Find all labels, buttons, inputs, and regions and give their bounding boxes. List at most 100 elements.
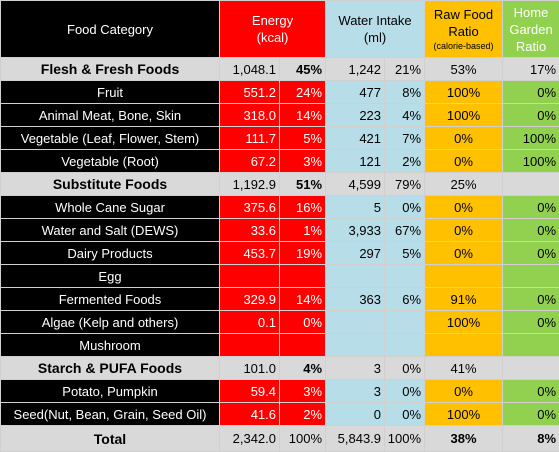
category-cell: Animal Meat, Bone, Skin xyxy=(0,103,220,127)
energy-percent: 14% xyxy=(278,287,327,311)
energy-value: 101.0 xyxy=(219,356,280,380)
category-cell: Mushroom xyxy=(0,333,220,357)
water-percent: 0% xyxy=(384,379,426,403)
water-percent: 6% xyxy=(384,287,426,311)
raw-food-ratio: 91% xyxy=(424,287,504,311)
table-row: Fruit 551.2 24% 477 8% 100% 0% xyxy=(0,80,559,104)
energy-value: 33.6 xyxy=(219,218,280,242)
total-raw-food-ratio: 38% xyxy=(424,425,504,452)
table-row: Vegetable (Root) 67.2 3% 121 2% 0% 100% xyxy=(0,149,559,173)
header-energy: Energy (kcal) xyxy=(218,0,327,58)
category-cell: Dairy Products xyxy=(0,241,220,265)
total-label: Total xyxy=(0,425,220,452)
energy-value: 375.6 xyxy=(219,195,280,219)
water-value: 223 xyxy=(325,103,386,127)
water-percent xyxy=(384,310,426,334)
total-energy: 2,342.0 xyxy=(219,425,280,452)
home-garden-ratio: 0% xyxy=(502,379,559,403)
home-garden-ratio: 100% xyxy=(502,126,559,150)
category-cell: Fermented Foods xyxy=(0,287,220,311)
total-water-percent: 100% xyxy=(384,425,426,452)
home-garden-ratio: 0% xyxy=(502,402,559,426)
energy-percent: 14% xyxy=(278,103,327,127)
energy-value: 329.9 xyxy=(219,287,280,311)
energy-value: 1,192.9 xyxy=(219,172,280,196)
raw-food-ratio: 0% xyxy=(424,149,504,173)
water-value: 297 xyxy=(325,241,386,265)
energy-value xyxy=(219,264,280,288)
header-home-line3: Ratio xyxy=(515,38,547,54)
energy-percent: 2% xyxy=(278,402,327,426)
raw-food-ratio: 0% xyxy=(424,379,504,403)
water-value: 121 xyxy=(325,149,386,173)
header-home-line1: Home xyxy=(513,4,549,20)
category-cell: Flesh & Fresh Foods xyxy=(0,57,220,81)
energy-percent: 16% xyxy=(278,195,327,219)
raw-food-ratio: 53% xyxy=(424,57,504,81)
header-food-category: Food Category xyxy=(0,0,220,58)
category-cell: Egg xyxy=(0,264,220,288)
home-garden-ratio: 0% xyxy=(502,218,559,242)
water-percent: 0% xyxy=(384,356,426,380)
home-garden-ratio: 17% xyxy=(502,57,559,81)
energy-value: 59.4 xyxy=(219,379,280,403)
water-percent: 5% xyxy=(384,241,426,265)
energy-percent: 3% xyxy=(278,149,327,173)
header-row: Food Category Energy (kcal) Water Intake… xyxy=(0,0,559,58)
energy-value: 551.2 xyxy=(219,80,280,104)
water-percent: 0% xyxy=(384,195,426,219)
water-percent: 21% xyxy=(384,57,426,81)
header-raw-line2: Ratio xyxy=(448,24,479,39)
group-row: Starch & PUFA Foods 101.0 4% 3 0% 41% xyxy=(0,356,559,380)
water-percent: 7% xyxy=(384,126,426,150)
category-cell: Algae (Kelp and others) xyxy=(0,310,220,334)
water-percent: 67% xyxy=(384,218,426,242)
water-value: 3 xyxy=(325,379,386,403)
header-category-label: Food Category xyxy=(67,21,153,37)
water-percent: 4% xyxy=(384,103,426,127)
energy-percent: 19% xyxy=(278,241,327,265)
energy-percent: 24% xyxy=(278,80,327,104)
table-row: Whole Cane Sugar 375.6 16% 5 0% 0% 0% xyxy=(0,195,559,219)
water-value xyxy=(325,264,386,288)
header-home-line2: Garden xyxy=(509,21,553,37)
home-garden-ratio xyxy=(502,333,559,357)
home-garden-ratio: 0% xyxy=(502,241,559,265)
water-percent xyxy=(384,333,426,357)
header-water-line2: (ml) xyxy=(363,30,387,45)
home-garden-ratio xyxy=(502,356,559,380)
water-value xyxy=(325,310,386,334)
table-row: Seed(Nut, Bean, Grain, Seed Oil) 41.6 2% 0 0… xyxy=(0,402,559,426)
raw-food-ratio xyxy=(424,264,504,288)
category-cell: Vegetable (Leaf, Flower, Stem) xyxy=(0,126,220,150)
category-cell: Water and Salt (DEWS) xyxy=(0,218,220,242)
home-garden-ratio: 0% xyxy=(502,310,559,334)
water-percent: 2% xyxy=(384,149,426,173)
raw-food-ratio: 0% xyxy=(424,195,504,219)
energy-percent xyxy=(278,264,327,288)
table-row: Fermented Foods 329.9 14% 363 6% 91% 0% xyxy=(0,287,559,311)
energy-value: 41.6 xyxy=(219,402,280,426)
home-garden-ratio: 0% xyxy=(502,103,559,127)
energy-value: 111.7 xyxy=(219,126,280,150)
header-energy-line2: (kcal) xyxy=(256,30,289,45)
energy-percent: 51% xyxy=(278,172,327,196)
total-water: 5,843.9 xyxy=(325,425,386,452)
raw-food-ratio: 100% xyxy=(424,103,504,127)
raw-food-ratio xyxy=(424,333,504,357)
category-cell: Starch & PUFA Foods xyxy=(0,356,220,380)
table-row: Mushroom xyxy=(0,333,559,357)
table-row: Water and Salt (DEWS) 33.6 1% 3,933 67% 0% 0% xyxy=(0,218,559,242)
home-garden-ratio: 0% xyxy=(502,80,559,104)
home-garden-ratio: 0% xyxy=(502,287,559,311)
home-garden-ratio: 0% xyxy=(502,195,559,219)
water-value: 3 xyxy=(325,356,386,380)
water-value: 421 xyxy=(325,126,386,150)
water-value xyxy=(325,333,386,357)
energy-percent: 45% xyxy=(278,57,327,81)
energy-percent: 5% xyxy=(278,126,327,150)
header-raw-line3: (calorie-based) xyxy=(433,41,494,51)
home-garden-ratio: 100% xyxy=(502,149,559,173)
raw-food-ratio: 25% xyxy=(424,172,504,196)
